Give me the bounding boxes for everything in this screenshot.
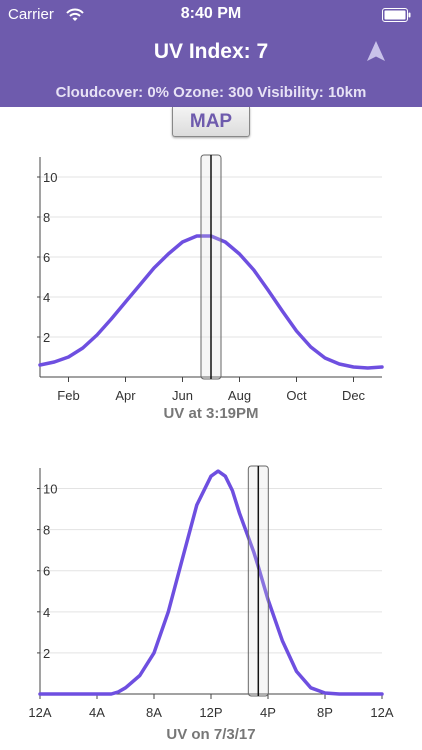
- daily-y-tick-label: 8: [43, 523, 50, 538]
- location-arrow-icon[interactable]: [366, 40, 386, 67]
- uv-index-title: UV Index: 7: [153, 40, 269, 63]
- daily-y-tick-label: 10: [43, 482, 57, 497]
- daily-x-tick-label: 8A: [146, 705, 162, 720]
- wifi-icon: [66, 8, 84, 27]
- daily-x-tick-label: 12A: [370, 705, 393, 720]
- annual-x-tick-label: Aug: [228, 388, 251, 403]
- annual-y-tick-label: 10: [43, 170, 57, 185]
- daily-y-tick-label: 6: [43, 564, 50, 579]
- annual-x-tick-label: Apr: [115, 388, 136, 403]
- daily-uv-curve: [38, 469, 384, 696]
- daily-x-tick-label: 4P: [260, 705, 276, 720]
- status-time: 8:40 PM: [180, 5, 242, 22]
- map-button[interactable]: MAP: [172, 107, 250, 137]
- annual-uv-chart-svg: 2 4 6 8 10 Feb Apr Jun Aug Oct Dec: [37, 154, 384, 403]
- daily-x-tick-label: 4A: [89, 705, 105, 720]
- daily-chart-caption: UV on 7/3/17: [166, 726, 256, 743]
- annual-y-tick-label: 6: [43, 250, 50, 265]
- header-bar: Carrier 8:40 PM UV Index: 7: [0, 0, 422, 107]
- annual-x-tick-label: Feb: [57, 388, 79, 403]
- carrier-label: Carrier: [8, 6, 54, 23]
- annual-chart-caption: UV at 3:19PM: [163, 405, 259, 422]
- daily-x-tick-label: 8P: [317, 705, 333, 720]
- annual-y-tick-label: 2: [43, 330, 50, 345]
- daily-x-tick-label: 12A: [28, 705, 51, 720]
- annual-x-tick-label: Oct: [286, 388, 307, 403]
- daily-y-tick-label: 4: [43, 605, 50, 620]
- daily-uv-chart-svg: 2 4 6 8 10 12A 4A 8A 12P 4P 8P 12A: [28, 465, 394, 720]
- annual-x-tick-label: Dec: [342, 388, 366, 403]
- battery-icon: [382, 8, 412, 27]
- annual-uv-chart: 2 4 6 8 10 Feb Apr Jun Aug Oct Dec: [0, 150, 422, 405]
- conditions-subtitle: Cloudcover: 0% Ozone: 300 Visibility: 10…: [55, 84, 367, 101]
- annual-y-tick-label: 8: [43, 210, 50, 225]
- daily-x-tick-label: 12P: [199, 705, 222, 720]
- annual-y-tick-label: 4: [43, 290, 50, 305]
- daily-y-tick-label: 2: [43, 646, 50, 661]
- annual-x-tick-label: Jun: [172, 388, 193, 403]
- daily-uv-chart: 2 4 6 8 10 12A 4A 8A 12P 4P 8P 12A: [0, 462, 422, 724]
- status-bar: Carrier 8:40 PM: [0, 0, 422, 30]
